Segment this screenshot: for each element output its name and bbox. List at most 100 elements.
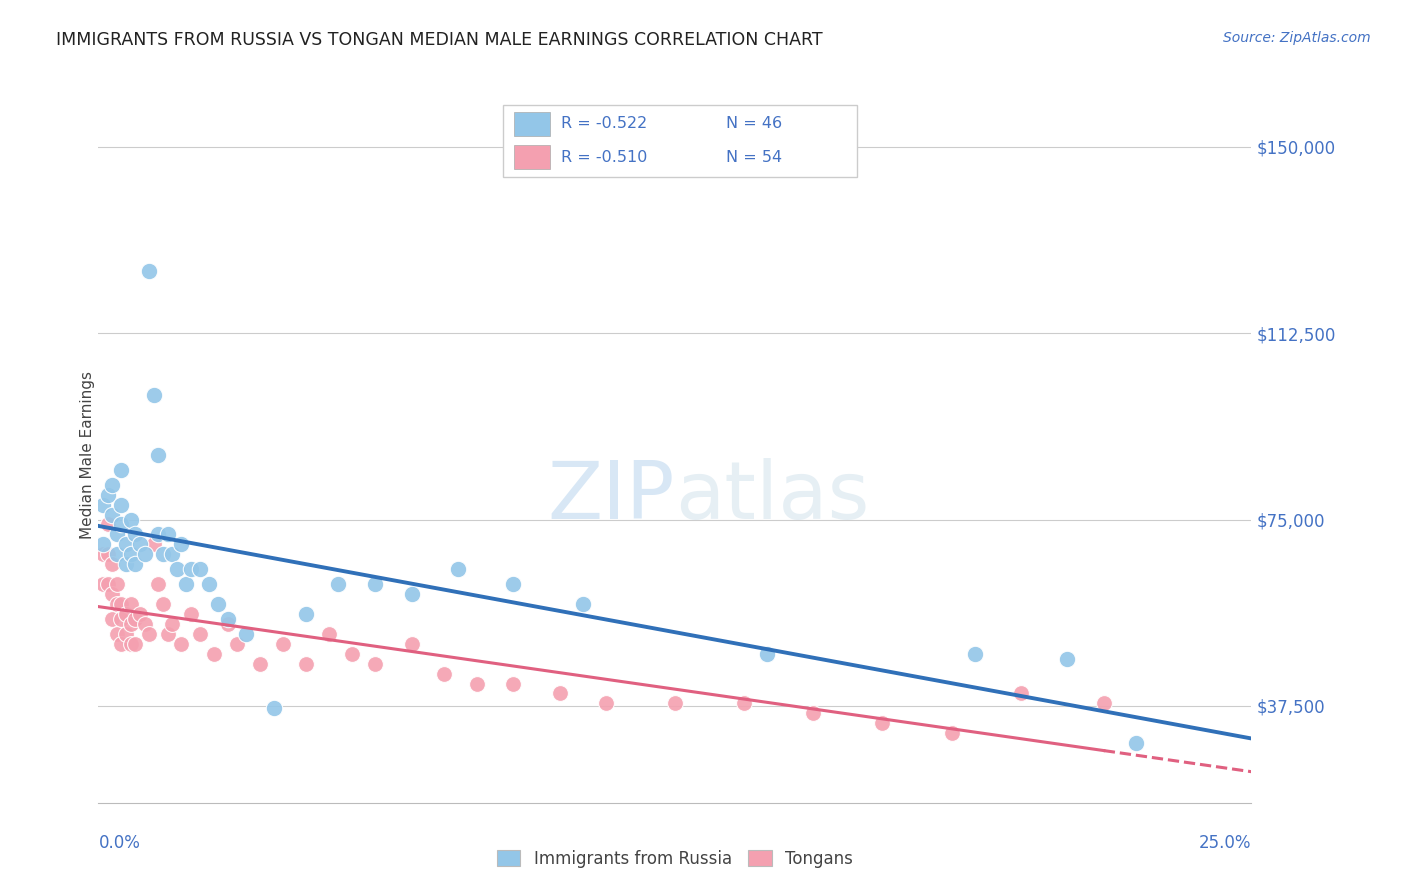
- Point: [134, 547, 156, 561]
- Point: [105, 597, 128, 611]
- Point: [142, 537, 165, 551]
- Point: [120, 597, 142, 611]
- Point: [156, 527, 179, 541]
- Point: [115, 627, 138, 641]
- Point: [295, 657, 318, 671]
- Point: [401, 587, 423, 601]
- Point: [134, 616, 156, 631]
- Point: [733, 697, 755, 711]
- Point: [105, 527, 128, 541]
- Text: Source: ZipAtlas.com: Source: ZipAtlas.com: [1223, 31, 1371, 45]
- Point: [110, 612, 132, 626]
- Point: [295, 607, 318, 621]
- Point: [124, 612, 146, 626]
- Point: [166, 562, 188, 576]
- Point: [160, 616, 183, 631]
- Text: atlas: atlas: [675, 458, 869, 536]
- Point: [91, 547, 114, 561]
- Point: [249, 657, 271, 671]
- Text: 0.0%: 0.0%: [98, 834, 141, 852]
- Point: [97, 577, 120, 591]
- Point: [129, 607, 152, 621]
- FancyBboxPatch shape: [513, 145, 550, 169]
- Point: [595, 697, 617, 711]
- Point: [120, 512, 142, 526]
- Point: [217, 612, 239, 626]
- Point: [202, 647, 225, 661]
- Point: [263, 701, 285, 715]
- Point: [101, 508, 124, 522]
- Point: [138, 264, 160, 278]
- Text: R = -0.510: R = -0.510: [561, 150, 648, 165]
- Point: [91, 577, 114, 591]
- Point: [318, 627, 340, 641]
- FancyBboxPatch shape: [513, 112, 550, 136]
- Point: [138, 627, 160, 641]
- Point: [1056, 651, 1078, 665]
- Point: [115, 537, 138, 551]
- Point: [571, 597, 593, 611]
- Point: [963, 647, 986, 661]
- Point: [188, 562, 211, 576]
- Text: R = -0.522: R = -0.522: [561, 116, 648, 131]
- Point: [110, 597, 132, 611]
- Point: [170, 637, 193, 651]
- Point: [941, 726, 963, 740]
- Point: [170, 537, 193, 551]
- FancyBboxPatch shape: [503, 105, 858, 177]
- Point: [433, 666, 456, 681]
- Point: [1010, 686, 1032, 700]
- Point: [180, 562, 202, 576]
- Point: [271, 637, 294, 651]
- Point: [664, 697, 686, 711]
- Point: [180, 607, 202, 621]
- Point: [148, 527, 170, 541]
- Text: 25.0%: 25.0%: [1199, 834, 1251, 852]
- Point: [110, 498, 132, 512]
- Point: [97, 517, 120, 532]
- Point: [156, 627, 179, 641]
- Point: [1125, 736, 1147, 750]
- Point: [115, 558, 138, 572]
- Point: [198, 577, 221, 591]
- Point: [91, 537, 114, 551]
- Point: [105, 627, 128, 641]
- Y-axis label: Median Male Earnings: Median Male Earnings: [80, 371, 94, 539]
- Point: [1092, 697, 1115, 711]
- Text: N = 46: N = 46: [725, 116, 782, 131]
- Point: [148, 448, 170, 462]
- Point: [801, 706, 824, 721]
- Point: [97, 547, 120, 561]
- Point: [756, 647, 779, 661]
- Point: [328, 577, 350, 591]
- Point: [101, 477, 124, 491]
- Text: N = 54: N = 54: [725, 150, 782, 165]
- Point: [120, 547, 142, 561]
- Point: [142, 388, 165, 402]
- Point: [110, 463, 132, 477]
- Point: [110, 517, 132, 532]
- Point: [225, 637, 247, 651]
- Point: [110, 637, 132, 651]
- Point: [152, 597, 174, 611]
- Legend: Immigrants from Russia, Tongans: Immigrants from Russia, Tongans: [491, 843, 859, 874]
- Point: [340, 647, 363, 661]
- Point: [101, 558, 124, 572]
- Point: [124, 637, 146, 651]
- Text: ZIP: ZIP: [547, 458, 675, 536]
- Point: [105, 577, 128, 591]
- Point: [465, 676, 488, 690]
- Point: [447, 562, 470, 576]
- Point: [152, 547, 174, 561]
- Point: [97, 488, 120, 502]
- Point: [364, 657, 387, 671]
- Point: [124, 527, 146, 541]
- Point: [548, 686, 571, 700]
- Point: [188, 627, 211, 641]
- Point: [174, 577, 197, 591]
- Point: [101, 612, 124, 626]
- Point: [124, 558, 146, 572]
- Point: [105, 547, 128, 561]
- Point: [129, 537, 152, 551]
- Point: [364, 577, 387, 591]
